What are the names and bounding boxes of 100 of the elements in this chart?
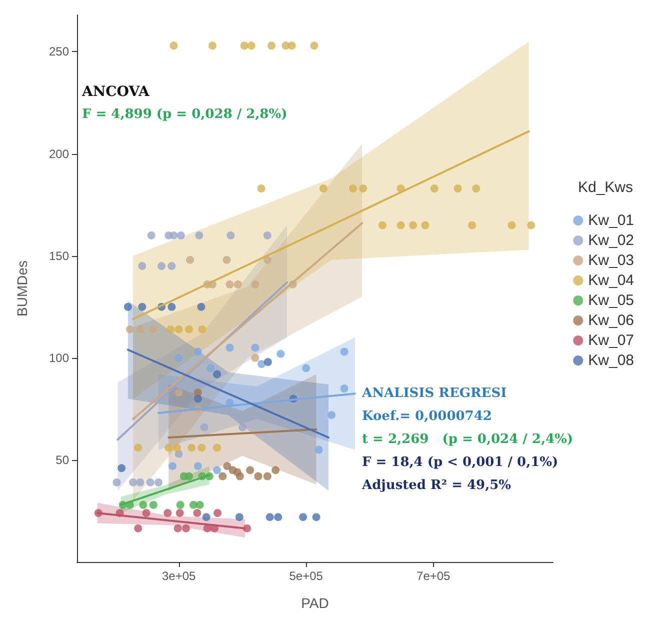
point <box>468 221 476 230</box>
point <box>126 325 134 334</box>
point <box>409 221 417 230</box>
point <box>174 450 183 458</box>
point <box>149 325 158 334</box>
point <box>206 364 215 372</box>
point <box>154 478 162 486</box>
x-tick-label: 7e+05 <box>416 569 451 583</box>
annotation: Adjusted R² = 49,5% <box>361 478 512 493</box>
point <box>164 444 173 452</box>
point <box>218 472 227 480</box>
point <box>188 444 196 452</box>
point <box>421 221 430 230</box>
y-tick-label: 100 <box>48 350 70 365</box>
point <box>223 462 232 470</box>
y-tick-label: 50 <box>56 452 70 467</box>
point <box>240 42 248 50</box>
point <box>193 509 202 518</box>
point <box>142 509 150 518</box>
point <box>138 302 146 311</box>
point <box>257 184 266 192</box>
point <box>170 231 178 240</box>
point <box>254 472 262 480</box>
point <box>168 302 176 311</box>
y-tick-label: 200 <box>48 146 70 161</box>
point <box>472 184 480 192</box>
point <box>213 370 221 378</box>
legend-label: Kw_02 <box>588 232 634 249</box>
point <box>226 231 235 240</box>
point <box>328 411 336 420</box>
point <box>454 184 462 192</box>
x-tick-label: 3e+05 <box>162 569 196 583</box>
point <box>274 513 282 522</box>
point <box>288 42 296 50</box>
point <box>299 513 308 522</box>
point <box>396 221 405 230</box>
point <box>129 478 137 486</box>
point <box>226 344 234 352</box>
legend-label: Kw_05 <box>588 292 634 309</box>
point <box>213 466 221 474</box>
point <box>147 231 156 240</box>
point <box>174 524 182 532</box>
point <box>251 344 260 352</box>
point <box>251 354 260 362</box>
point <box>198 444 206 452</box>
point <box>234 280 242 288</box>
point <box>263 472 272 480</box>
point <box>235 513 244 522</box>
point <box>168 462 176 470</box>
point <box>310 42 318 50</box>
point <box>508 221 516 230</box>
point <box>134 444 142 452</box>
point <box>185 325 193 334</box>
point <box>124 302 132 311</box>
point <box>134 524 142 532</box>
point <box>166 325 175 334</box>
point <box>198 325 206 334</box>
point <box>136 325 144 334</box>
point <box>258 360 266 368</box>
point <box>182 524 190 532</box>
point <box>238 423 246 432</box>
point <box>272 466 280 474</box>
point <box>208 42 216 50</box>
point <box>430 184 438 192</box>
point <box>213 444 221 452</box>
legend-label: Kw_08 <box>588 352 634 369</box>
point <box>194 348 202 356</box>
point <box>202 513 210 522</box>
point <box>200 423 208 432</box>
legend-label: Kw_01 <box>588 212 634 229</box>
point <box>170 42 178 50</box>
annotation: F = 18,4 (p < 0,001 / 0,1%) <box>362 455 558 470</box>
point <box>319 184 328 192</box>
legend-title: Kd_Kws <box>578 179 634 196</box>
annotation: F = 4,899 (p = 0,028 / 2,8%) <box>82 107 288 122</box>
point <box>185 472 193 480</box>
point <box>136 478 144 486</box>
x-axis-title: PAD <box>301 595 329 611</box>
point <box>264 358 272 366</box>
point <box>194 462 202 470</box>
point <box>527 221 536 230</box>
point <box>139 500 148 509</box>
point <box>196 500 204 509</box>
point <box>112 478 121 486</box>
point <box>263 231 272 240</box>
point <box>197 302 206 311</box>
point <box>246 466 254 474</box>
point <box>340 348 348 356</box>
point <box>186 256 194 264</box>
x-tick-label: 5e+05 <box>289 569 324 583</box>
point <box>378 221 386 230</box>
point <box>226 280 234 288</box>
point <box>172 444 181 452</box>
point <box>214 509 222 518</box>
legend-label: Kw_04 <box>588 272 634 289</box>
legend-label: Kw_03 <box>588 252 634 269</box>
point <box>164 509 172 518</box>
point <box>176 500 184 509</box>
point <box>312 513 320 522</box>
point <box>276 350 285 358</box>
